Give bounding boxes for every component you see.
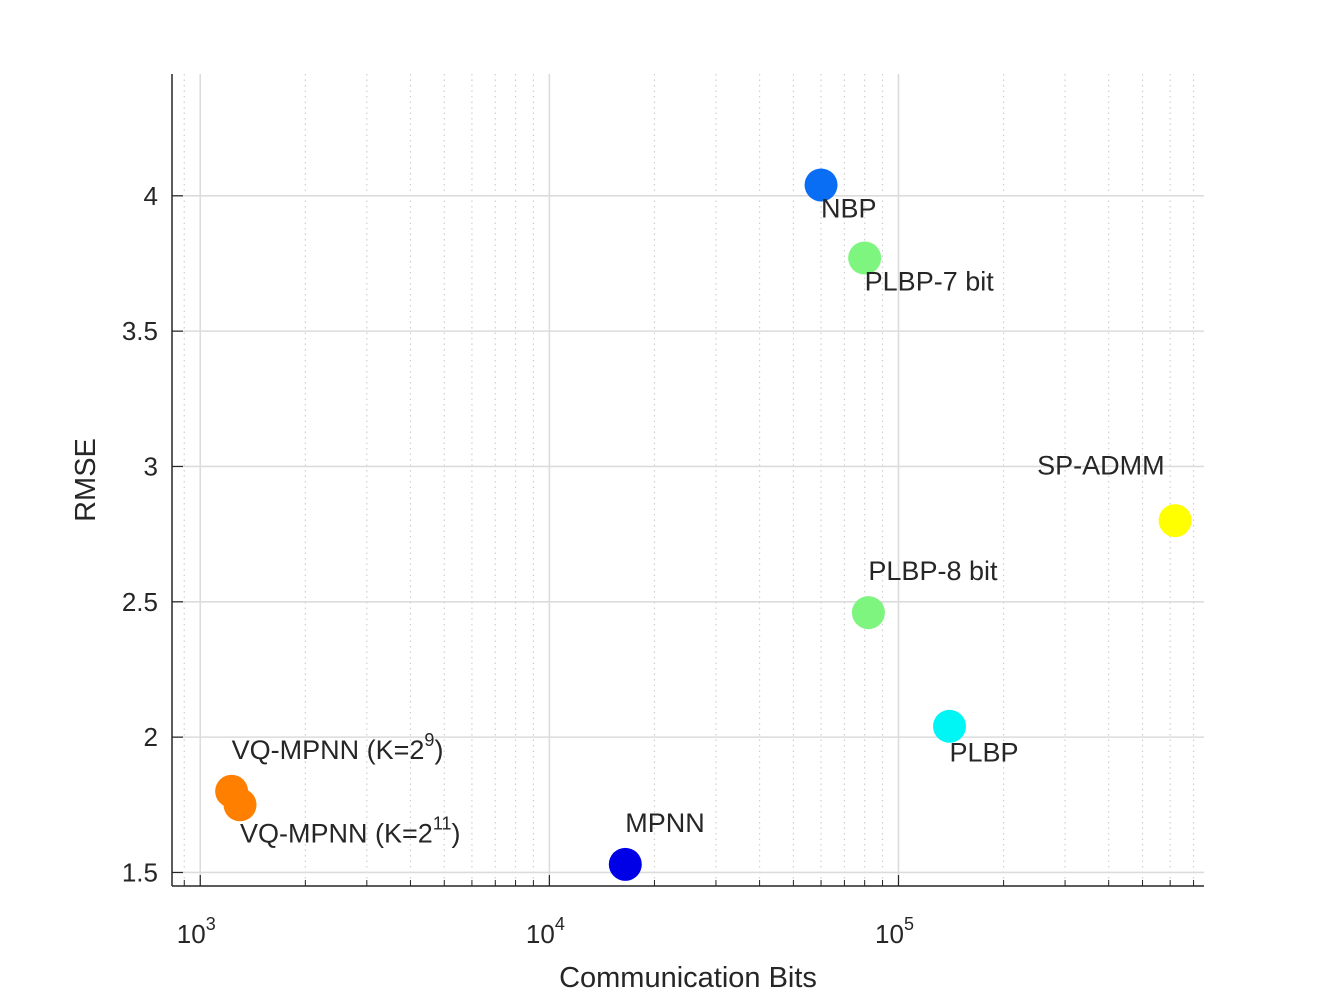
point-label: SP-ADMM [1037, 451, 1165, 481]
y-tick-label: 4 [144, 181, 158, 211]
y-axis-title: RMSE [70, 438, 102, 522]
x-axis-title: Communication Bits [559, 962, 817, 994]
axis-ticks [172, 195, 1195, 886]
point-label: VQ-MPNN (K=29) [232, 730, 444, 765]
y-tick-label: 1.5 [122, 857, 158, 887]
data-point [804, 168, 838, 202]
point-label: VQ-MPNN (K=211) [240, 814, 460, 849]
grid-lines [172, 74, 1204, 886]
x-tick-label: 104 [526, 914, 565, 949]
data-point [848, 241, 882, 275]
y-tick-label: 2 [144, 722, 158, 752]
point-label: NBP [821, 193, 877, 223]
x-tick-label: 103 [177, 914, 216, 949]
axes [171, 74, 1204, 887]
data-point [851, 596, 885, 630]
x-tick-label: 105 [875, 914, 914, 949]
point-label: PLBP [950, 737, 1019, 767]
data-point [933, 709, 967, 743]
data-labels: NBP PLBP-7 bit SP-ADMM PLBP-8 bit PLBP VQ-MPN… [232, 193, 1165, 848]
tick-labels: 103 104 105 1.5 2 2.5 3 3.5 4 [122, 181, 914, 949]
point-label: MPNN [625, 808, 705, 838]
y-tick-label: 3.5 [122, 316, 158, 346]
data-points [215, 168, 1192, 881]
data-point [1158, 504, 1192, 538]
data-point [608, 847, 642, 881]
y-tick-label: 3 [144, 451, 158, 481]
point-label: PLBP-7 bit [865, 267, 995, 297]
point-label: PLBP-8 bit [868, 556, 998, 586]
y-tick-label: 2.5 [122, 587, 158, 617]
data-point [223, 788, 257, 822]
